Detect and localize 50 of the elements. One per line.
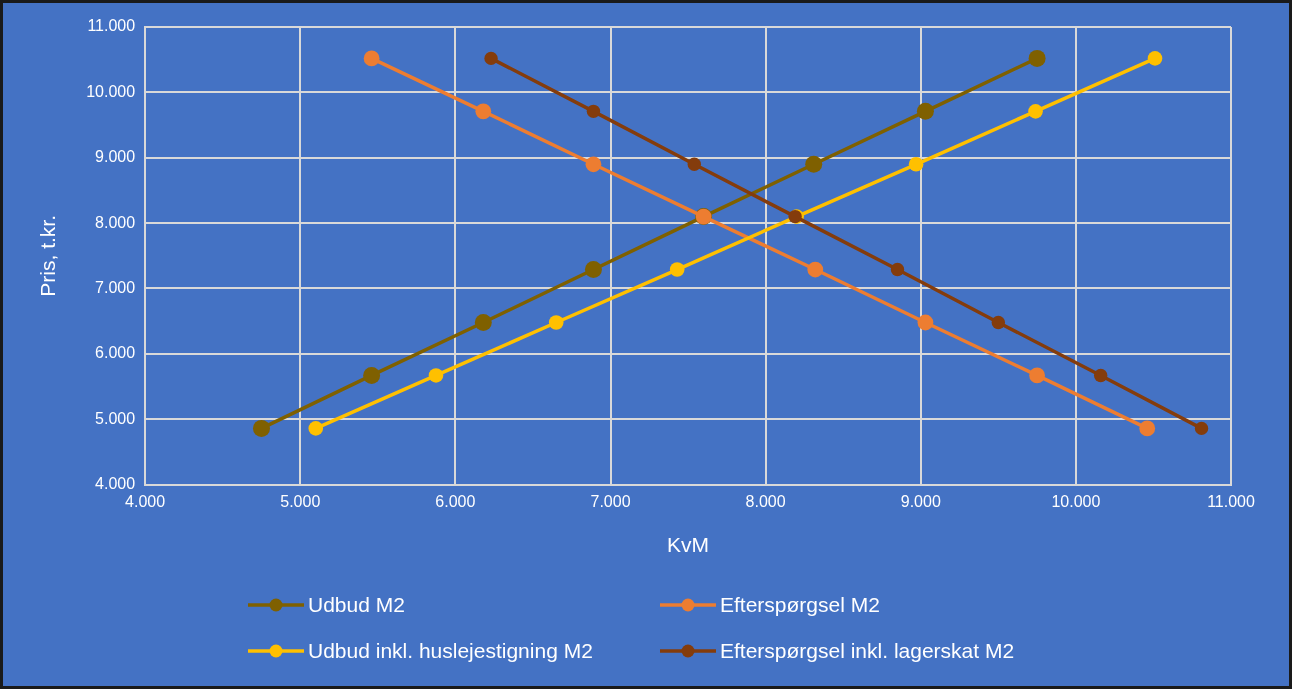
point bbox=[548, 315, 564, 330]
y-tick-label: 4.000 bbox=[95, 475, 136, 493]
legend-label: Efterspørgsel M2 bbox=[720, 593, 880, 617]
point bbox=[428, 368, 444, 383]
point bbox=[687, 157, 701, 171]
point bbox=[991, 315, 1006, 330]
point bbox=[805, 155, 823, 173]
y-tick-label: 6.000 bbox=[95, 344, 136, 362]
point bbox=[1028, 104, 1043, 119]
point bbox=[1029, 367, 1045, 384]
point bbox=[308, 421, 324, 436]
point bbox=[484, 51, 498, 66]
y-tick-label: 7.000 bbox=[95, 278, 136, 296]
x-tick-label: 4.000 bbox=[125, 492, 166, 510]
y-tick-label: 9.000 bbox=[95, 148, 136, 166]
point bbox=[252, 419, 270, 437]
point bbox=[890, 262, 905, 277]
point bbox=[916, 102, 934, 120]
point bbox=[908, 156, 924, 172]
point bbox=[363, 366, 381, 384]
point bbox=[584, 261, 602, 279]
legend-label: Efterspørgsel inkl. lagerskat M2 bbox=[720, 639, 1015, 663]
point bbox=[669, 262, 685, 277]
x-tick-label: 9.000 bbox=[900, 492, 941, 510]
y-tick-label: 8.000 bbox=[95, 213, 136, 231]
point bbox=[807, 261, 824, 278]
point bbox=[475, 103, 492, 120]
point bbox=[585, 156, 602, 173]
x-tick-label: 10.000 bbox=[1051, 492, 1101, 510]
point bbox=[1139, 420, 1156, 437]
x-tick-label: 11.000 bbox=[1207, 492, 1255, 510]
x-tick-label: 8.000 bbox=[745, 492, 786, 510]
y-tick-label: 11.000 bbox=[87, 17, 136, 35]
y-axis-title: Pris, t.kr. bbox=[36, 214, 60, 297]
y-tick-label: 10.000 bbox=[86, 82, 136, 100]
point bbox=[1147, 51, 1163, 66]
point bbox=[363, 50, 380, 67]
point bbox=[1194, 421, 1209, 436]
point bbox=[586, 104, 601, 119]
y-tick-label: 5.000 bbox=[95, 409, 136, 427]
point bbox=[474, 313, 492, 331]
legend-label: Udbud inkl. huslejestigning M2 bbox=[308, 639, 593, 663]
x-tick-label: 5.000 bbox=[280, 492, 321, 510]
x-tick-label: 7.000 bbox=[590, 492, 631, 510]
point bbox=[1094, 368, 1108, 383]
legend-label: Udbud M2 bbox=[308, 593, 405, 617]
x-axis-title: KvM bbox=[667, 533, 710, 557]
x-tick-label: 6.000 bbox=[435, 492, 476, 510]
point bbox=[917, 314, 934, 331]
point bbox=[1028, 49, 1046, 67]
